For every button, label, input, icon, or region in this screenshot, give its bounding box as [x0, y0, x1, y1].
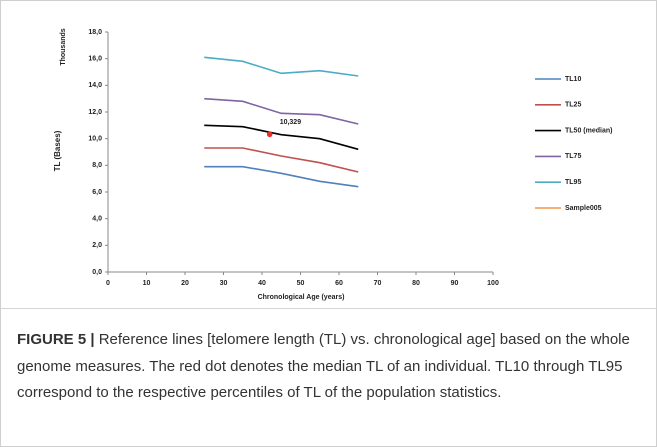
x-tick-label: 100 [487, 280, 499, 287]
legend-label: TL75 [565, 153, 581, 160]
y-tick-label: 6,0 [92, 189, 102, 196]
x-tick-label: 70 [374, 280, 382, 287]
caption-text: Reference lines [telomere length (TL) vs… [17, 331, 630, 401]
legend-label: TL25 [565, 102, 581, 109]
series-line [204, 147, 359, 173]
caption-label: FIGURE 5 | [17, 331, 95, 348]
x-tick-label: 20 [181, 280, 189, 287]
y-tick-label: 8,0 [92, 162, 102, 169]
y-tick-label: 10,0 [88, 136, 102, 143]
x-tick-label: 30 [220, 280, 228, 287]
y-tick-label: 4,0 [92, 216, 102, 223]
legend-label: Sample005 [565, 205, 602, 212]
x-tick-label: 80 [412, 280, 420, 287]
y-tick-label: 12,0 [88, 109, 102, 116]
caption: FIGURE 5 | Reference lines [telomere len… [17, 327, 647, 407]
separator [1, 308, 656, 309]
chart: Thousands TL (Bases) Chronological Age (… [53, 28, 612, 301]
series-line [204, 124, 359, 151]
y-tick-label: 18,0 [88, 29, 102, 36]
legend-label: TL10 [565, 76, 581, 83]
legend-label: TL95 [565, 179, 581, 186]
x-tick-label: 40 [258, 280, 266, 287]
x-axis-label: Chronological Age (years) [258, 294, 345, 301]
y-tick-label: 0,0 [92, 269, 102, 276]
legend-label: TL50 (median) [565, 127, 612, 134]
y-unit-label: Thousands [60, 28, 67, 65]
series-line [204, 56, 359, 77]
series-line [204, 97, 359, 125]
y-tick-label: 2,0 [92, 242, 102, 249]
y-tick-label: 14,0 [88, 82, 102, 89]
x-tick-label: 0 [106, 280, 110, 287]
x-tick-label: 10 [143, 280, 151, 287]
series-line [204, 165, 359, 188]
point [266, 131, 273, 138]
x-tick-label: 60 [335, 280, 343, 287]
x-tick-label: 90 [451, 280, 459, 287]
x-tick-label: 50 [297, 280, 305, 287]
y-tick-label: 16,0 [88, 56, 102, 63]
value-label: 10,329 [280, 119, 302, 126]
y-axis-label: TL (Bases) [53, 130, 62, 171]
